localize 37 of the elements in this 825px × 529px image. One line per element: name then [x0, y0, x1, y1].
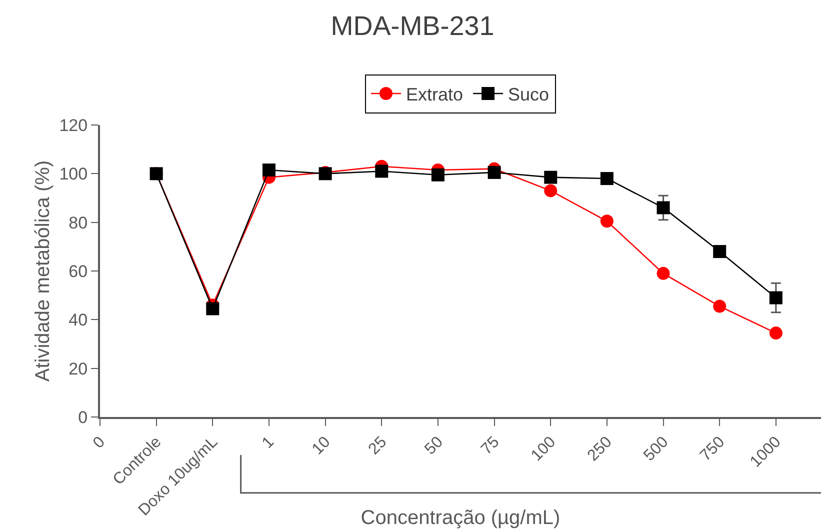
x-tick-label: 250 — [584, 434, 616, 465]
chart-title: MDA-MB-231 — [330, 10, 494, 41]
point — [488, 166, 501, 179]
point — [262, 164, 276, 177]
y-tick-label: 60 — [68, 262, 88, 281]
point — [656, 266, 670, 280]
y-tick-label: 0 — [78, 408, 88, 427]
point — [544, 184, 558, 198]
x-tick-label: 0 — [90, 434, 109, 452]
x-tick-label: 50 — [422, 434, 447, 458]
y-tick-label: 100 — [59, 164, 88, 184]
x-tick-label: 500 — [640, 434, 672, 465]
legend-label: Extrato — [406, 84, 464, 105]
point — [713, 245, 726, 258]
point — [769, 291, 782, 304]
x-tick-label: 100 — [528, 434, 560, 465]
y-tick-label: 80 — [68, 213, 88, 232]
point — [206, 302, 220, 316]
point — [713, 300, 726, 313]
point — [544, 170, 558, 184]
x-tick-label: 750 — [697, 434, 728, 465]
x-tick-label: 10 — [309, 434, 334, 458]
y-tick-label: 20 — [68, 359, 88, 378]
x-tick-label: 25 — [366, 434, 390, 458]
point — [431, 168, 444, 182]
x-tick-label: 75 — [478, 434, 503, 458]
point — [375, 164, 388, 178]
y-tick-label: 120 — [59, 116, 88, 135]
point — [769, 326, 782, 340]
legend-label: Suco — [508, 84, 550, 105]
x-axis-title: Concentração (µg/mL) — [360, 507, 560, 529]
y-axis-title: Atividade metabólica (%) — [32, 160, 54, 382]
point — [656, 201, 670, 214]
y-tick-label: 40 — [68, 310, 88, 330]
x-tick-label: 1 — [259, 434, 278, 452]
point — [600, 214, 614, 228]
point — [600, 172, 614, 186]
